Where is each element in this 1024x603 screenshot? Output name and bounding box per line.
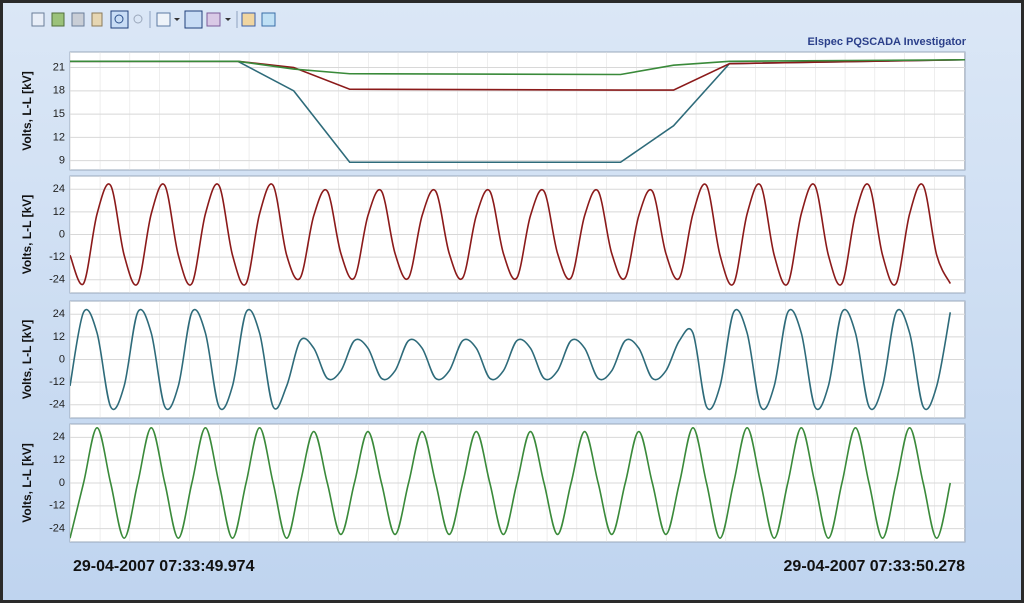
tool-button[interactable] bbox=[51, 12, 65, 27]
y-tick-label: -12 bbox=[49, 251, 65, 263]
series-line bbox=[70, 58, 965, 76]
app-title: Elspec PQSCADA Investigator bbox=[807, 36, 966, 48]
y-tick-label: -24 bbox=[49, 523, 65, 535]
y-tick-label: 18 bbox=[53, 85, 65, 97]
chart-panel: -24 -12 0 12 24 Volts, L-L [kV] bbox=[20, 300, 966, 419]
y-tick-label: 15 bbox=[53, 108, 65, 120]
y-tick-label: 0 bbox=[59, 228, 65, 240]
chart-panel: -24 -12 0 12 24 Volts, L-L [kV] bbox=[20, 175, 966, 294]
series-line bbox=[70, 308, 952, 411]
y-tick-label: 24 bbox=[53, 308, 65, 320]
y-tick-label: 21 bbox=[53, 61, 65, 73]
y-tick-label: 9 bbox=[59, 155, 65, 167]
chart-panel: -24 -12 0 12 24 Volts, L-L [kV] bbox=[20, 423, 966, 543]
chart-panel: 9 12 15 18 21 Volts, L-L [kV] bbox=[20, 51, 966, 171]
dropdown-arrow[interactable] bbox=[225, 18, 231, 21]
y-tick-label: 12 bbox=[53, 331, 65, 343]
y-axis-label: Volts, L-L [kV] bbox=[20, 195, 34, 275]
series-line bbox=[70, 427, 952, 539]
series-line bbox=[70, 58, 965, 164]
tool-button[interactable] bbox=[206, 12, 221, 27]
y-tick-label: 12 bbox=[53, 206, 65, 218]
tool-button[interactable] bbox=[184, 10, 203, 29]
tool-button[interactable] bbox=[91, 12, 103, 27]
zoom-icon bbox=[114, 14, 124, 24]
y-tick-label: 24 bbox=[53, 183, 65, 195]
tool-button[interactable] bbox=[156, 12, 171, 27]
y-axis-label: Volts, L-L [kV] bbox=[20, 320, 34, 400]
series-line bbox=[70, 183, 952, 286]
y-tick-label: -24 bbox=[49, 399, 65, 411]
start-time: 29-04-2007 07:33:49.974 bbox=[73, 558, 255, 575]
vertical-grid bbox=[70, 52, 965, 170]
y-tick-label: 0 bbox=[59, 353, 65, 365]
tool-button[interactable] bbox=[241, 12, 256, 27]
tool-button[interactable] bbox=[133, 14, 143, 24]
end-time: 29-04-2007 07:33:50.278 bbox=[784, 558, 966, 575]
y-tick-label: 12 bbox=[53, 454, 65, 466]
y-axis-label: Volts, L-L [kV] bbox=[20, 443, 34, 523]
y-tick-label: 0 bbox=[59, 477, 65, 489]
y-axis-label: Volts, L-L [kV] bbox=[20, 71, 34, 151]
toolbar bbox=[31, 10, 276, 29]
y-tick-label: 24 bbox=[53, 431, 65, 443]
dropdown-arrow[interactable] bbox=[174, 18, 180, 21]
tool-button[interactable] bbox=[110, 10, 129, 29]
tool-button[interactable] bbox=[261, 12, 276, 27]
y-tick-label: -12 bbox=[49, 376, 65, 388]
y-tick-label: -12 bbox=[49, 500, 65, 512]
tool-button[interactable] bbox=[31, 12, 45, 27]
tool-button[interactable] bbox=[71, 12, 85, 27]
y-tick-label: -24 bbox=[49, 274, 65, 286]
charts: 9 12 15 18 21 Volts, L-L [kV] -24 -12 0 12 24 Volts… bbox=[20, 51, 966, 543]
y-tick-label: 12 bbox=[53, 131, 65, 143]
